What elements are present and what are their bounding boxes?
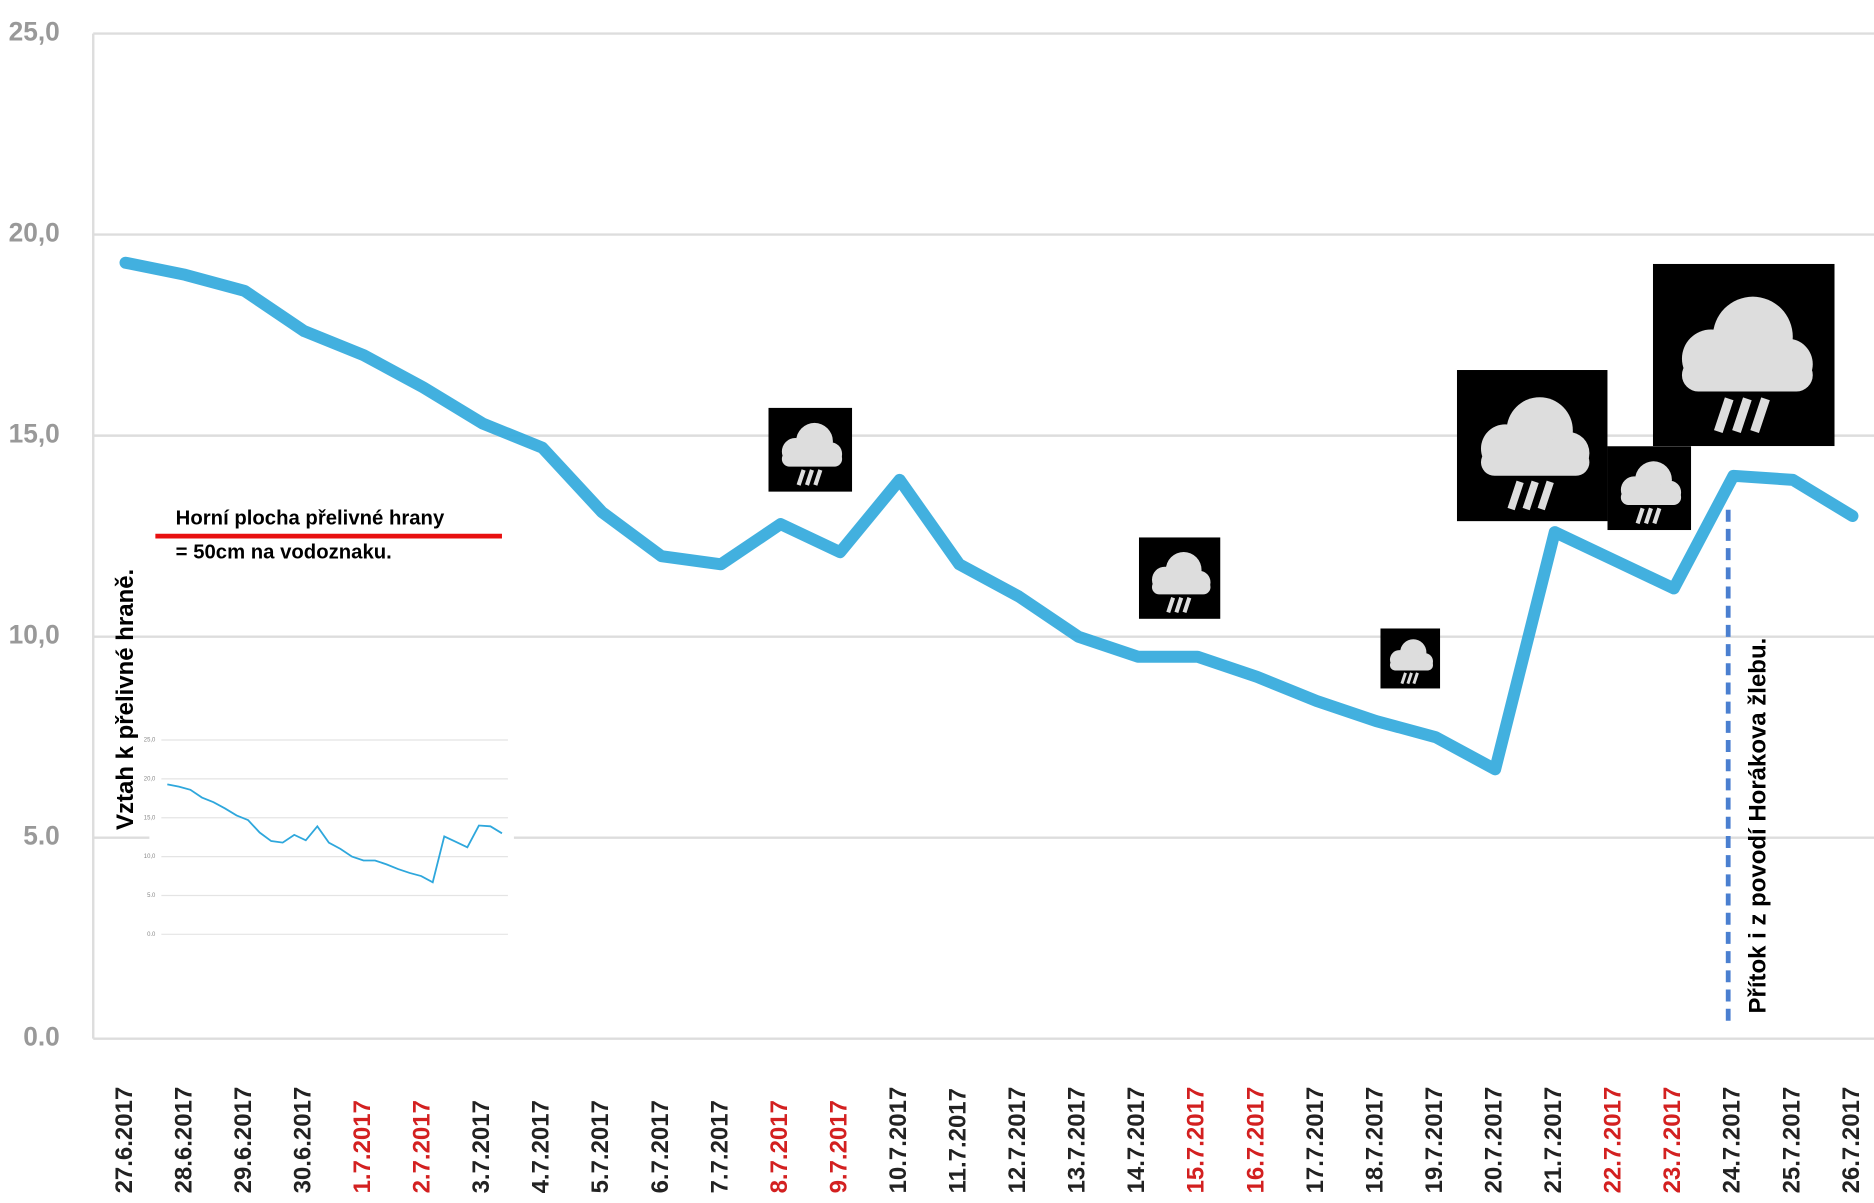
annotation: Vztah k přelivné hraně. [112, 569, 139, 830]
x-tick-label: 14.7.2017 [1123, 1087, 1150, 1194]
y-tick-label: 0.0 [23, 1022, 60, 1052]
x-tick-label: 10.7.2017 [885, 1087, 912, 1194]
rain-icon [1139, 537, 1220, 619]
inset-y-tick-label: 5.0 [147, 893, 156, 899]
annotation: Přítok i z povodí Horákova žlebu. [1745, 638, 1772, 1014]
inset-chart: 0.0 5.0 10,0 15,0 20,0 25,0 [144, 725, 514, 948]
x-tick-label: 21.7.2017 [1540, 1087, 1567, 1194]
x-tick-label: 4.7.2017 [528, 1100, 555, 1193]
rain-icon [768, 408, 852, 492]
inset-y-tick-label: 20,0 [144, 776, 156, 782]
x-tick-label: 26.7.2017 [1838, 1087, 1865, 1194]
inset-y-tick-label: 25,0 [144, 738, 156, 744]
rain-icon [1607, 446, 1691, 530]
annotation: Horní plocha přelivné hrany [176, 508, 445, 530]
inset-bg [149, 725, 514, 948]
rain-icon [1653, 264, 1835, 446]
x-tick-label: 20.7.2017 [1481, 1087, 1508, 1194]
x-tick-label: 22.7.2017 [1600, 1087, 1627, 1194]
x-tick-label: 13.7.2017 [1064, 1087, 1091, 1194]
inset-data-line [167, 783, 503, 884]
x-tick-label: 7.7.2017 [706, 1100, 733, 1193]
x-tick-label: 29.6.2017 [230, 1087, 257, 1194]
y-tick-label: 20,0 [9, 218, 60, 248]
x-tick-label: 2.7.2017 [409, 1100, 436, 1193]
x-tick-label: 3.7.2017 [468, 1100, 495, 1193]
x-tick-label: 18.7.2017 [1361, 1087, 1388, 1194]
x-tick-label: 23.7.2017 [1659, 1087, 1686, 1194]
y-tick-label: 10,0 [9, 620, 60, 650]
y-tick-label: 15,0 [9, 419, 60, 449]
x-tick-label: 25.7.2017 [1778, 1087, 1805, 1194]
y-tick-label: 25,0 [9, 17, 60, 47]
axes: 0.0 5.0 10,0 15,0 20,0 25,0 27.6.2017 28.6.2017… [9, 17, 1874, 1194]
x-tick-label: 9.7.2017 [825, 1100, 852, 1193]
inset-y-tick-label: 0.0 [147, 932, 156, 938]
y-tick-label: 5.0 [23, 821, 60, 851]
x-tick-label: 12.7.2017 [1004, 1087, 1031, 1194]
x-tick-label: 16.7.2017 [1242, 1087, 1269, 1194]
x-tick-label: 5.7.2017 [587, 1100, 614, 1193]
inset-y-tick-label: 10,0 [144, 854, 156, 860]
x-tick-label: 6.7.2017 [647, 1100, 674, 1193]
x-tick-label: 30.6.2017 [290, 1087, 317, 1194]
x-tick-label: 1.7.2017 [349, 1100, 376, 1193]
annotation: = 50cm na vodoznaku. [176, 541, 392, 563]
x-tick-label: 19.7.2017 [1421, 1087, 1448, 1194]
x-tick-label: 24.7.2017 [1719, 1087, 1746, 1194]
x-tick-label: 17.7.2017 [1302, 1087, 1329, 1194]
data-line [119, 256, 1859, 776]
x-tick-label: 28.6.2017 [170, 1087, 197, 1194]
rain-icon [1380, 627, 1441, 690]
x-tick-label: 27.6.2017 [111, 1087, 138, 1194]
inset-y-tick-label: 15,0 [144, 815, 156, 821]
x-tick-label: 11.7.2017 [945, 1088, 972, 1193]
x-tick-label: 15.7.2017 [1183, 1087, 1210, 1194]
x-tick-label: 8.7.2017 [766, 1100, 793, 1193]
rain-icon [1457, 370, 1608, 521]
